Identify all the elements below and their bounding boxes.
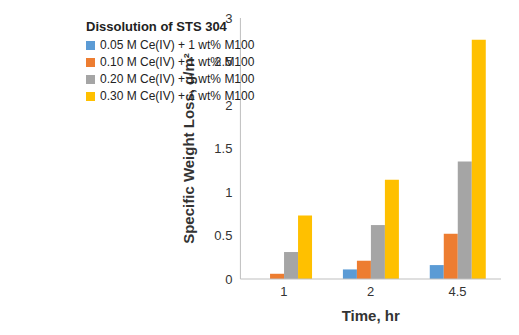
svg-text:0: 0 <box>225 272 232 287</box>
svg-text:Time, hr: Time, hr <box>342 307 400 324</box>
svg-text:0.5: 0.5 <box>214 228 232 243</box>
svg-text:1.5: 1.5 <box>214 141 232 156</box>
svg-text:4.5: 4.5 <box>449 284 467 299</box>
svg-text:1: 1 <box>225 185 232 200</box>
svg-text:2: 2 <box>225 98 232 113</box>
svg-text:1: 1 <box>280 284 287 299</box>
svg-text:2: 2 <box>367 284 374 299</box>
svg-text:2.5: 2.5 <box>214 54 232 69</box>
svg-text:Specific Weight Loss, g/m²: Specific Weight Loss, g/m² <box>180 53 197 244</box>
svg-text:3: 3 <box>225 11 232 26</box>
